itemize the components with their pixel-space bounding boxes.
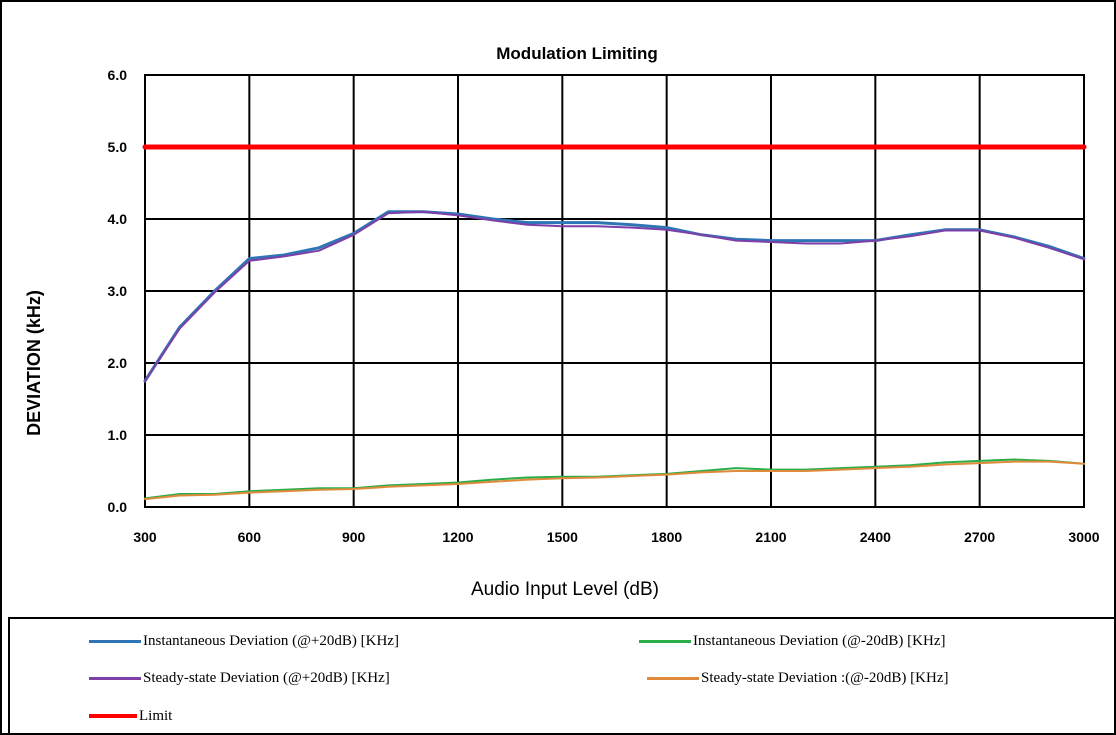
series-line-2 — [144, 210, 1085, 382]
x-tick-label: 3000 — [1068, 529, 1099, 545]
series-line-3 — [144, 460, 1085, 501]
y-tick-label: 0.0 — [108, 499, 128, 515]
legend-swatch — [647, 676, 699, 680]
y-tick-label: 2.0 — [108, 355, 128, 371]
x-tick-label: 2400 — [860, 529, 891, 545]
x-tick-label: 2700 — [964, 529, 995, 545]
x-axis-label: Audio Input Level (dB) — [471, 579, 659, 600]
legend-swatch — [89, 639, 141, 643]
x-tick-label: 900 — [342, 529, 366, 545]
legend-swatch — [639, 639, 691, 643]
legend: Instantaneous Deviation (@+20dB) [KHz] In… — [8, 617, 1116, 735]
y-tick-label: 3.0 — [108, 283, 128, 299]
plot-area — [144, 74, 1085, 508]
legend-label: Steady-state Deviation :(@-20dB) [KHz] — [701, 669, 949, 686]
legend-entry-0: Instantaneous Deviation (@+20dB) [KHz] — [89, 632, 399, 650]
y-tick-label: 1.0 — [108, 427, 128, 443]
x-tick-label: 1800 — [651, 529, 682, 545]
legend-swatch — [89, 714, 137, 718]
x-tick-labels: 300 600 900 1200 1500 1800 2100 2400 2700 3000 — [133, 529, 1099, 545]
legend-entry-4: Limit — [89, 707, 172, 725]
legend-entry-1: Instantaneous Deviation (@-20dB) [KHz] — [639, 632, 946, 650]
chart-plot: Modulation Limiting 0.0 1.0 2.0 3.0 4.0 5.0 6.… — [24, 44, 1100, 600]
x-tick-label: 1500 — [547, 529, 578, 545]
x-tick-label: 600 — [238, 529, 262, 545]
series-line-0 — [143, 210, 1086, 383]
chart-title: Modulation Limiting — [496, 44, 657, 63]
legend-entry-2: Steady-state Deviation (@+20dB) [KHz] — [89, 669, 390, 687]
legend-entry-3: Steady-state Deviation :(@-20dB) [KHz] — [647, 669, 949, 687]
legend-swatch — [89, 676, 141, 680]
legend-label: Instantaneous Deviation (@+20dB) [KHz] — [143, 632, 399, 649]
x-tick-label: 1200 — [442, 529, 473, 545]
legend-label: Steady-state Deviation (@+20dB) [KHz] — [143, 669, 390, 686]
legend-label: Limit — [139, 707, 173, 724]
y-tick-label: 5.0 — [108, 139, 128, 155]
y-tick-labels: 0.0 1.0 2.0 3.0 4.0 5.0 6.0 — [108, 67, 128, 515]
y-axis-label: DEVIATION (kHz) — [24, 290, 44, 436]
y-tick-label: 6.0 — [108, 67, 128, 83]
x-tick-label: 300 — [133, 529, 157, 545]
series-lines — [142, 144, 1087, 501]
grid-lines — [144, 74, 1085, 508]
x-tick-label: 2100 — [755, 529, 786, 545]
y-tick-label: 4.0 — [108, 211, 128, 227]
legend-label: Instantaneous Deviation (@-20dB) [KHz] — [693, 632, 946, 649]
